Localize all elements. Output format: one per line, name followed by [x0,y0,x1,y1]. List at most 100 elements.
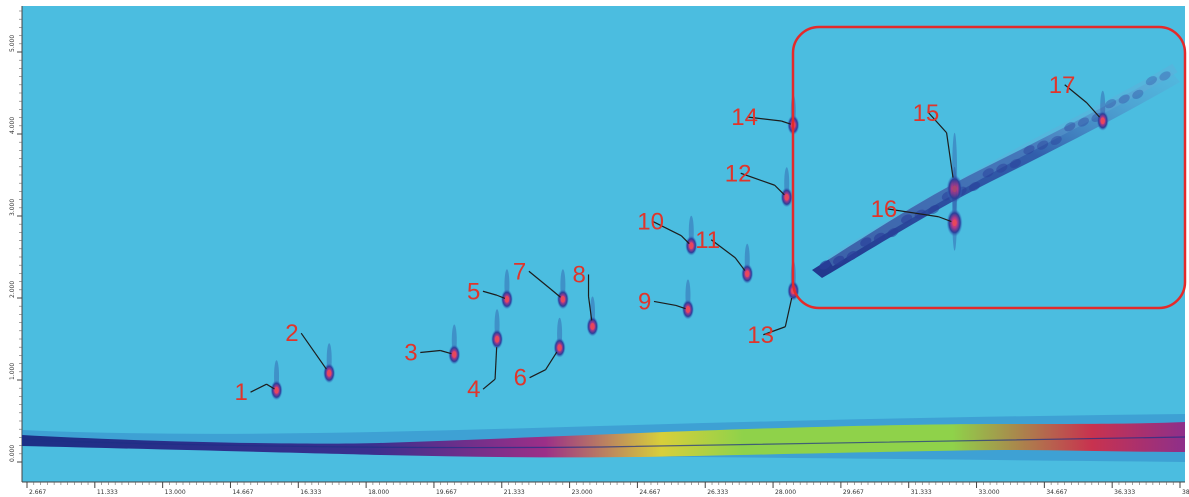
peak-leader-line [529,369,546,379]
peak-core [952,219,957,227]
peak-core [560,295,566,303]
peak-leader-line [675,304,686,310]
peak-label-8: 8 [573,261,586,288]
x-tick-label: 2.667 [29,489,46,496]
x-tick-label: 33.000 [979,489,1000,496]
peak-core [952,185,957,193]
peak-leader-line [482,290,498,296]
peak-core [689,242,694,250]
peak-label-14: 14 [731,104,758,131]
x-tick-label: 19.667 [436,489,457,496]
streak-blob [1037,140,1049,150]
peak-leader-line [314,352,327,370]
streak-blob [1050,135,1062,146]
streak-blob [1159,71,1171,81]
peak-core [590,323,595,330]
peak-label-12: 12 [725,160,752,187]
peak-label-3: 3 [404,340,417,367]
peak-leader-line [680,235,690,245]
peak-7 [556,269,569,310]
peak-label-1: 1 [235,379,248,406]
peak-label-10: 10 [637,209,664,236]
streak-blob [1132,89,1144,99]
peak-leader-line [886,208,939,218]
x-tick-label: 34.667 [1046,489,1067,496]
baseline-band [21,414,1186,462]
baseline-band-thin [21,436,1186,449]
peak-label-15: 15 [913,100,940,127]
peak-leader-line [266,383,275,390]
peak-label-13: 13 [747,322,774,349]
peak-label-7: 7 [513,258,526,285]
peak-3 [448,324,461,365]
peak-core [274,386,279,394]
x-tick-label: 21.333 [504,489,525,496]
streak-blob [1077,117,1089,127]
x-tick-label: 18.000 [368,489,389,496]
streak-blob [969,181,981,192]
x-tick-label: 29.667 [843,489,864,496]
streak-band-outer [827,63,1178,267]
peak-leader-line [710,239,736,259]
x-tick-label: 28.000 [775,489,796,496]
streak-blob [1009,158,1021,169]
streak-blob [819,260,831,270]
peak-5 [500,269,513,310]
peak-10 [685,215,698,256]
peak-9 [681,279,694,320]
x-tick-label: 38.00 [1182,489,1189,496]
peak-leader-line [740,172,775,186]
peak-leader-line [550,288,561,298]
peak-12 [780,167,793,208]
peak-core [784,193,789,201]
peak-label-16: 16 [871,196,898,223]
streak-blob [982,168,994,178]
peak-leader-line [734,257,746,271]
y-tick-label: 5.000 [9,35,16,52]
peak-label-6: 6 [514,365,527,392]
x-tick-label: 16.333 [300,489,321,496]
x-tick-label: 31.333 [911,489,932,496]
x-tick-label: 11.333 [97,489,118,496]
x-tick-label: 26.333 [707,489,728,496]
peak-leader-line [496,294,506,300]
y-tick-label: 3.000 [9,199,16,216]
peak-leader-line [784,297,793,327]
streak-band [812,70,1180,278]
peak-core [452,351,457,358]
peak-leader-line [653,300,677,307]
baseline-band-core [22,422,1185,458]
peak-core [557,344,562,352]
peak-core [1100,117,1105,125]
peak-leader-line [1086,102,1100,118]
peak-leader-line [653,221,682,237]
peak-core [494,335,500,343]
peak-leader-line [420,349,441,354]
plot-area [22,6,1185,482]
peak-leader-line [781,120,792,125]
y-tick-label: 4.000 [9,117,16,134]
peak-label-4: 4 [467,376,480,403]
streak-blob [901,214,913,224]
peak-leader-line [774,184,785,196]
streak-blob [928,204,940,215]
peak-16 [946,166,963,251]
peak-leader-line [494,347,498,380]
y-tick-label: 2.000 [9,281,16,298]
x-tick-label: 24.667 [639,489,660,496]
peak-label-9: 9 [638,288,651,315]
peak-leader-line [763,326,786,336]
peak-1 [270,360,283,401]
peak-leader-line [440,349,452,355]
peak-leader-line [945,132,954,178]
highlight-region [791,25,1187,310]
peak-17 [1096,90,1109,131]
peak-leader-line [747,116,782,122]
peak-core [326,369,332,377]
streak-blob [996,163,1008,173]
peak-11 [741,243,754,284]
peak-8 [586,296,599,337]
peak-leader-line [587,296,593,321]
